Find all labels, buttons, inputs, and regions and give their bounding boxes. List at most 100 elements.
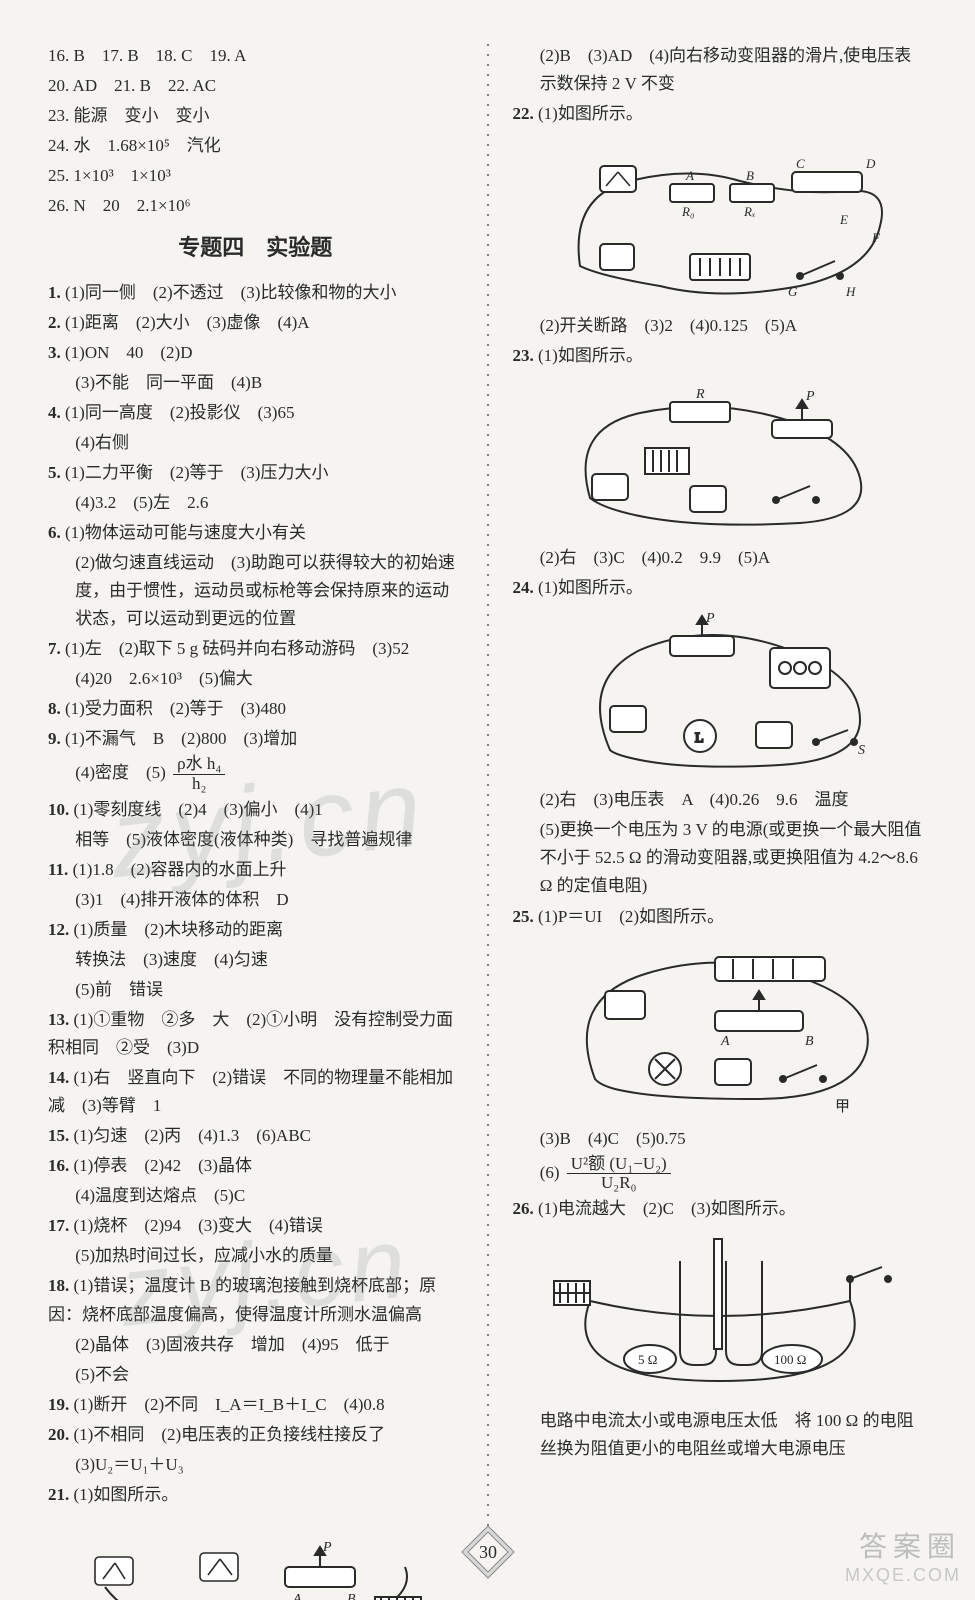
item-9-frac: (4)密度 (5) ρ水 h₄ h₂ xyxy=(48,755,463,793)
item-num: 5. xyxy=(48,463,61,482)
frac-prefix: (4)密度 (5) xyxy=(75,763,166,782)
item-num: 15. xyxy=(48,1126,69,1145)
fraction: ρ水 h₄ h₂ xyxy=(173,755,225,793)
item-24: 24. (1)如图所示。 xyxy=(513,574,928,602)
item-text: (1)同一高度 (2)投影仪 (3)65 xyxy=(65,403,294,422)
item-num: 11. xyxy=(48,860,68,879)
label-E: E xyxy=(839,212,848,227)
item-25-after: (3)B (4)C (5)0.75 xyxy=(513,1125,928,1153)
item-15: 15. (1)匀速 (2)丙 (4)1.3 (6)ABC xyxy=(48,1122,463,1150)
item-text: (1)如图所示。 xyxy=(538,578,643,597)
item-4: 4. (1)同一高度 (2)投影仪 (3)65 xyxy=(48,399,463,427)
item-1: 1. (1)同一侧 (2)不透过 (3)比较像和物的大小 xyxy=(48,279,463,307)
item-text: (1)同一侧 (2)不透过 (3)比较像和物的大小 xyxy=(65,283,396,302)
frac-num: U²额 (U₁−U₂) xyxy=(567,1155,671,1175)
ans-line: 24. 水 1.68×10⁵ 汽化 xyxy=(48,132,463,160)
item-7: 7. (1)左 (2)取下 5 g 砝码并向右移动游码 (3)52 xyxy=(48,635,463,663)
frac-num: ρ水 h₄ xyxy=(173,755,225,775)
corner-line2: MXQE.COM xyxy=(845,1565,961,1586)
item-12: 12. (1)质量 (2)木块移动的距离 xyxy=(48,916,463,944)
item-num: 21. xyxy=(48,1485,69,1504)
diagram-25: A B 甲 xyxy=(513,939,928,1119)
item-23-after: (2)右 (3)C (4)0.2 9.9 (5)A xyxy=(513,544,928,572)
item-17b: (5)加热时间过长，应减小水的质量 xyxy=(48,1242,463,1270)
left-column: 16. B 17. B 18. C 19. A 20. AD 21. B 22.… xyxy=(30,40,481,1530)
item-5: 5. (1)二力平衡 (2)等于 (3)压力大小 xyxy=(48,459,463,487)
item-num: 18. xyxy=(48,1276,69,1295)
item-11: 11. (1)1.8 (2)容器内的水面上升 xyxy=(48,856,463,884)
item-7b: (4)20 2.6×10³ (5)偏大 xyxy=(48,665,463,693)
item-num: 23. xyxy=(513,346,534,365)
r-pre: (2)B (3)AD (4)向右移动变阻器的滑片,使电压表示数保持 2 V 不变 xyxy=(513,42,928,98)
item-9: 9. (1)不漏气 B (2)800 (3)增加 xyxy=(48,725,463,753)
diagram-21: P A B xyxy=(48,1517,463,1600)
diagram-22: A B C D E F G H R₀ Rₓ xyxy=(513,136,928,306)
item-12c: (5)前 错误 xyxy=(48,976,463,1004)
item-text: (1)距离 (2)大小 (3)虚像 (4)A xyxy=(65,313,310,332)
item-text: (1)断开 (2)不同 I_A＝I_B＋I_C (4)0.8 xyxy=(74,1395,385,1414)
item-text: (1)受力面积 (2)等于 (3)480 xyxy=(65,699,286,718)
ans-line: 25. 1×10³ 1×10³ xyxy=(48,162,463,190)
item-25-frac: (6) U²额 (U₁−U₂) U₂R₀ xyxy=(513,1155,928,1193)
item-text: (1)如图所示。 xyxy=(538,104,643,123)
item-text: (1)物体运动可能与速度大小有关 xyxy=(65,523,306,542)
item-num: 26. xyxy=(513,1199,534,1218)
item-11b: (3)1 (4)排开液体的体积 D xyxy=(48,886,463,914)
item-num: 22. xyxy=(513,104,534,123)
item-num: 13. xyxy=(48,1010,69,1029)
item-16b: (4)温度到达熔点 (5)C xyxy=(48,1182,463,1210)
corner-line1: 答案圈 xyxy=(845,1525,961,1565)
label-B: B xyxy=(746,168,754,183)
item-3b: (3)不能 同一平面 (4)B xyxy=(48,369,463,397)
item-num: 16. xyxy=(48,1156,69,1175)
page-number-badge: 30 xyxy=(458,1522,518,1582)
item-20b: (3)U₂＝U₁＋U₃ xyxy=(48,1451,463,1479)
item-6b: (2)做匀速直线运动 (3)助跑可以获得较大的初始速度，由于惯性，运动员或标枪等… xyxy=(48,549,463,633)
label-r2: 100 Ω xyxy=(774,1352,806,1367)
ans-line: 16. B 17. B 18. C 19. A xyxy=(48,42,463,70)
item-text: (1)不相同 (2)电压表的正负接线柱接反了 xyxy=(74,1425,386,1444)
ans-line: 26. N 20 2.1×10⁶ xyxy=(48,192,463,220)
label-B: B xyxy=(347,1592,356,1600)
item-num: 1. xyxy=(48,283,61,302)
item-text: (1)不漏气 B (2)800 (3)增加 xyxy=(65,729,297,748)
item-22-after: (2)开关断路 (3)2 (4)0.125 (5)A xyxy=(513,312,928,340)
label-A: A xyxy=(720,1034,730,1049)
page-number: 30 xyxy=(479,1542,497,1562)
item-text: (1)二力平衡 (2)等于 (3)压力大小 xyxy=(65,463,328,482)
item-26: 26. (1)电流越大 (2)C (3)如图所示。 xyxy=(513,1195,928,1223)
item-num: 20. xyxy=(48,1425,69,1444)
item-num: 17. xyxy=(48,1216,69,1235)
frac-prefix: (6) xyxy=(540,1163,560,1182)
item-text: (1)P＝UI (2)如图所示。 xyxy=(538,907,724,926)
frac-den: h₂ xyxy=(173,775,225,794)
item-num: 25. xyxy=(513,907,534,926)
item-8: 8. (1)受力面积 (2)等于 (3)480 xyxy=(48,695,463,723)
label-P: P xyxy=(805,389,815,404)
item-num: 2. xyxy=(48,313,61,332)
section-title: 专题四 实验题 xyxy=(48,230,463,266)
label-P: P xyxy=(705,611,715,626)
item-14: 14. (1)右 竖直向下 (2)错误 不同的物理量不能相加减 (3)等臂 1 xyxy=(48,1064,463,1120)
column-divider xyxy=(487,40,489,1530)
label-A: A xyxy=(685,168,694,183)
item-text: (1)错误；温度计 B 的玻璃泡接触到烧杯底部；原因：烧杯底部温度偏高，使得温度… xyxy=(48,1276,436,1323)
label-jia: 甲 xyxy=(835,1099,850,1115)
label-F: F xyxy=(871,230,881,245)
diagram-23: R P xyxy=(513,378,928,538)
label-A: A xyxy=(292,1592,302,1600)
label-G: G xyxy=(788,284,798,299)
frac-den: U₂R₀ xyxy=(567,1174,671,1193)
ans-line: 20. AD 21. B 22. AC xyxy=(48,72,463,100)
item-text: (1)ON 40 (2)D xyxy=(65,343,192,362)
item-10b: 相等 (5)液体密度(液体种类) 寻找普遍规律 xyxy=(48,826,463,854)
item-num: 3. xyxy=(48,343,61,362)
item-17: 17. (1)烧杯 (2)94 (3)变大 (4)错误 xyxy=(48,1212,463,1240)
item-text: (1)质量 (2)木块移动的距离 xyxy=(74,920,284,939)
label-R0: R₀ xyxy=(681,204,694,219)
item-20: 20. (1)不相同 (2)电压表的正负接线柱接反了 xyxy=(48,1421,463,1449)
item-num: 19. xyxy=(48,1395,69,1414)
item-num: 10. xyxy=(48,800,69,819)
label-H: H xyxy=(845,284,856,299)
item-25: 25. (1)P＝UI (2)如图所示。 xyxy=(513,903,928,931)
